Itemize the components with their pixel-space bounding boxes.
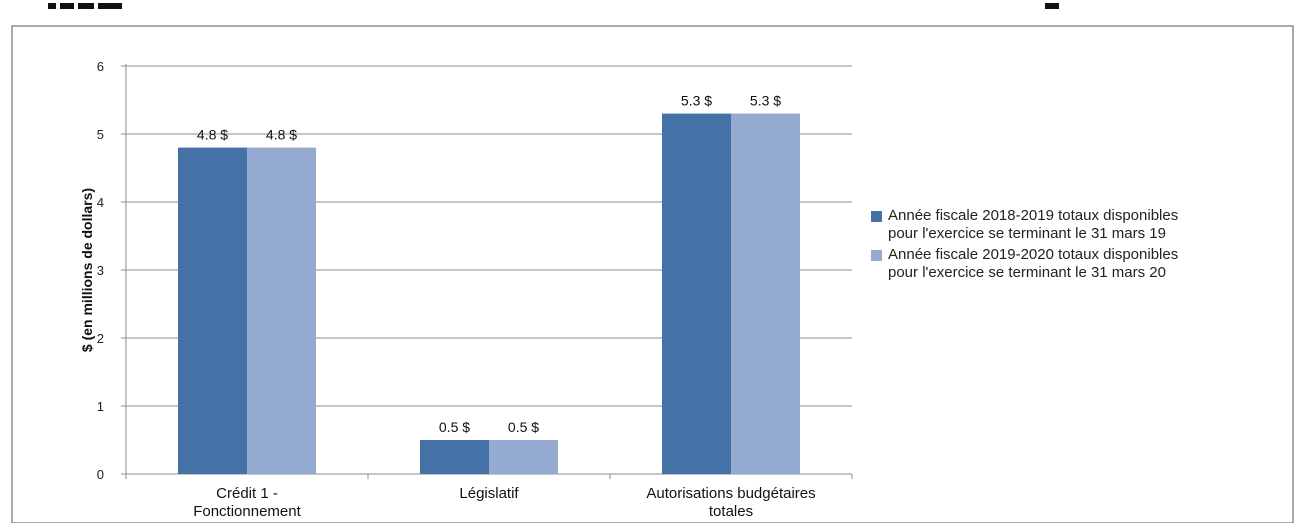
data-label: 5.3 $ [681,93,712,109]
bar [662,113,731,474]
legend-item: Année fiscale 2019-2020 totaux disponibl… [871,246,1291,282]
legend-label: Année fiscale 2018-2019 totaux disponibl… [888,207,1179,242]
y-tick-label: 3 [97,263,104,278]
legend: Année fiscale 2018-2019 totaux disponibl… [871,207,1291,285]
legend-swatch [871,250,882,261]
bar [420,440,489,474]
y-tick-label: 5 [97,127,104,142]
legend-label: Année fiscale 2019-2020 totaux disponibl… [888,246,1179,281]
x-tick-label: Législatif [459,485,519,502]
data-label: 0.5 $ [439,419,470,435]
x-tick-label: Crédit 1 - [216,485,278,502]
y-tick-label: 2 [97,331,104,346]
y-tick-label: 0 [97,467,104,482]
legend-swatch [871,211,882,222]
x-tick-label: totales [709,503,753,520]
y-tick-label: 1 [97,399,104,414]
bar [731,113,800,474]
legend-item: Année fiscale 2018-2019 totaux disponibl… [871,207,1291,243]
bar [489,440,558,474]
x-tick-label: Fonctionnement [193,503,301,520]
y-tick-label: 6 [97,59,104,74]
data-label: 4.8 $ [197,127,228,143]
plot-area: 0 1 2 3 4 5 6 4.8 $ 4.8 $ Crédit 1 -Fonctionnemen… [97,59,853,520]
data-label: 4.8 $ [266,127,297,143]
y-axis-title: $ (en millions de dollars) [79,188,95,352]
bar [247,147,316,474]
y-tick-label: 4 [97,195,104,210]
bar [178,147,247,474]
cropped-heading-strip [0,0,1296,10]
data-label: 0.5 $ [508,419,539,435]
chart-border [11,25,1294,523]
data-label: 5.3 $ [750,93,781,109]
x-tick-label: Autorisations budgétaires [646,485,815,502]
